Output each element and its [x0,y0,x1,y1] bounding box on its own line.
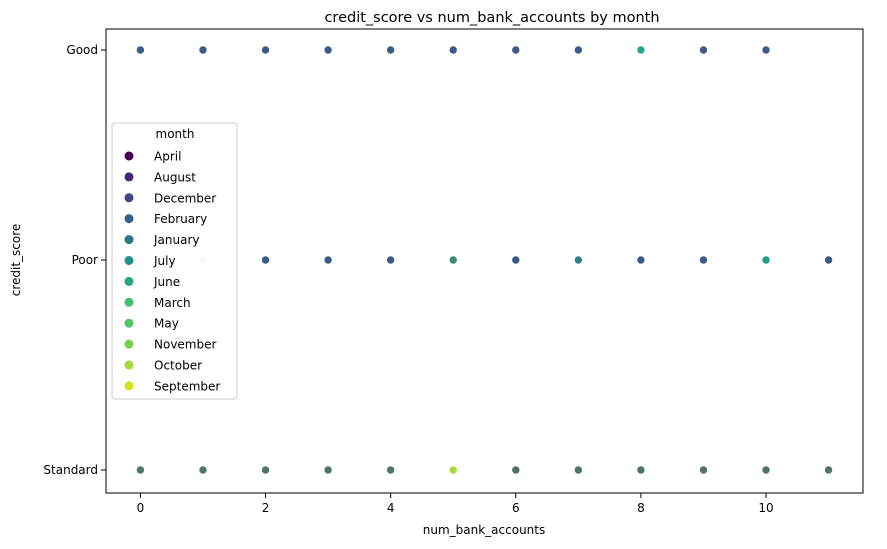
scatter-point [699,255,708,265]
scatter-point [511,45,521,55]
legend-title: month [156,127,195,141]
x-tick-label: 4 [387,501,395,515]
scatter-point [448,45,458,55]
scatter-point [574,465,583,475]
legend-label: June [153,275,180,289]
scatter-point [761,45,771,55]
scatter-point [511,255,521,265]
x-tick-label: 6 [512,501,520,515]
legend-label: December [154,191,216,205]
y-tick-label: Good [66,43,98,57]
chart-title: credit_score vs num_bank_accounts by mon… [324,10,659,26]
scatter-point [136,465,145,475]
scatter-point [261,255,270,265]
legend-label: May [154,317,179,331]
scatter-point [136,45,145,55]
legend-label: March [154,296,191,310]
legend-marker [124,360,134,370]
plot-area-frame [105,28,864,494]
scatter-point [761,255,771,265]
scatter-point [574,255,583,265]
legend-marker [124,256,134,265]
y-axis-label: credit_score [9,224,23,297]
scatter-point [261,465,270,475]
legend-label: November [154,338,216,352]
legend-label: October [154,359,202,373]
x-tick-label: 8 [637,501,645,515]
legend-marker [124,276,134,286]
scatter-point [511,465,521,475]
legend-marker [124,193,134,203]
legend-marker [124,318,134,328]
scatter-point [198,465,208,475]
legend-label: February [154,212,207,226]
legend-marker [124,151,134,161]
y-tick-label: Standard [43,463,98,477]
scatter-point [824,255,833,265]
scatter-point [261,45,270,55]
scatter-point [323,465,333,475]
scatter-point [761,465,771,475]
scatter-point [323,45,333,55]
scatter-point [323,255,333,265]
x-axis: 0 2 4 6 8 10 [137,493,774,515]
scatter-point [636,465,646,475]
x-tick-label: 2 [262,501,270,515]
scatter-point [636,45,646,55]
legend-marker [124,381,134,391]
legend-marker [124,214,134,224]
y-tick-label: Poor [72,253,98,267]
scatter-point [386,465,395,475]
legend-label: January [153,233,200,247]
legend-label: September [154,379,220,393]
data-points [136,45,833,475]
legend-marker [124,297,134,307]
scatter-point [636,255,646,265]
legend-frame [111,122,238,400]
legend-label: April [154,150,181,164]
legend-marker [124,172,134,182]
x-tick-label: 0 [137,501,145,515]
scatter-point [448,465,458,475]
legend: month April August December February January J… [111,122,238,400]
scatter-point [198,45,208,55]
legend-marker [124,339,134,349]
scatter-point [574,45,583,55]
scatter-point [386,45,395,55]
scatter-point [448,255,458,265]
scatter-point [699,45,708,55]
scatter-point [824,465,833,475]
scatter-point [699,465,708,475]
legend-label: August [154,170,196,184]
legend-marker [124,235,134,245]
scatter-point [386,255,395,265]
x-axis-label: num_bank_accounts [423,523,545,537]
y-axis: Good Poor Standard [43,43,106,477]
legend-label: July [153,254,176,268]
x-tick-label: 10 [758,501,773,515]
